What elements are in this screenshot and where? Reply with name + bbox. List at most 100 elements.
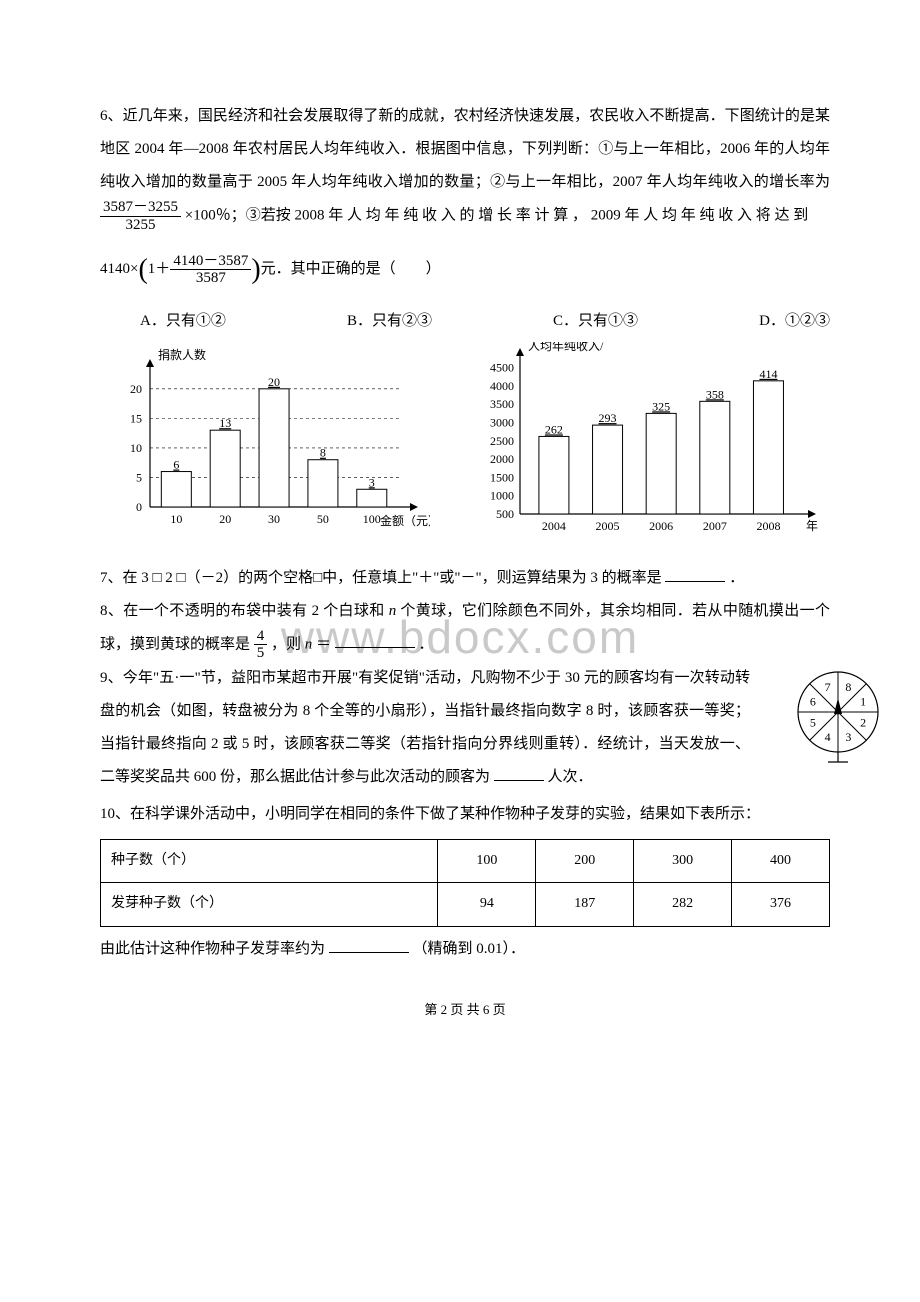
svg-text:13: 13 [219, 416, 231, 430]
q6-f2-inner-prefix: 1＋ [148, 261, 171, 277]
row2-label: 发芽种子数（个） [101, 883, 438, 927]
q10-after-a: 由此估计这种作物种子发芽率约为 [100, 941, 325, 957]
svg-text:3000: 3000 [490, 415, 514, 429]
q7-text-b: ． [729, 570, 744, 586]
q10-text: 10、在科学课外活动中，小明同学在相同的条件下做了某种作物种子发芽的实验，结果如… [100, 798, 830, 831]
q6-opt-b: B．只有②③ [347, 305, 432, 338]
q6-opt-a: A．只有①② [140, 305, 226, 338]
q6-opt-d: D．①②③ [759, 305, 830, 338]
svg-text:4: 4 [825, 730, 831, 744]
q6-frac2-den: 3587 [170, 270, 251, 287]
q8-n1: n [389, 603, 397, 619]
q6-opt-c: C．只有①③ [553, 305, 638, 338]
q10-after-b: （精确到 0.01）． [413, 941, 526, 957]
svg-text:人均年纯收入/: 人均年纯收入/ [528, 342, 604, 353]
svg-text:5: 5 [810, 715, 816, 729]
cell: 200 [536, 839, 634, 883]
svg-text:15: 15 [130, 411, 142, 425]
svg-text:500: 500 [496, 507, 514, 521]
q6-f2-prefix: 4140× [100, 261, 138, 277]
cell: 94 [438, 883, 536, 927]
svg-text:293: 293 [599, 411, 617, 425]
q6-part-a: 6、近几年来，国民经济和社会发展取得了新的成就，农村经济快速发展，农民收入不断提… [100, 108, 830, 190]
spinner-diagram: 81234567 [790, 662, 890, 772]
q9-block: 9、今年"五·一"节，益阳市某超市开展"有奖促销"活动，凡购物不少于 30 元的… [100, 662, 830, 794]
svg-text:8: 8 [845, 679, 851, 693]
svg-text:20: 20 [219, 512, 231, 526]
svg-text:50: 50 [317, 512, 329, 526]
q8-text-d: ＝ [316, 636, 331, 652]
q7: 7、在 3 □ 2 □（－2）的两个空格□中，任意填上"＋"或"－"，则运算结果… [100, 562, 830, 595]
charts-row: 捐款人数金额（元）05101520610132020308503100 人均年纯… [100, 342, 830, 532]
svg-text:2008: 2008 [756, 519, 780, 532]
q6-frac2-num: 4140－3587 [170, 253, 251, 271]
svg-text:20: 20 [130, 381, 142, 395]
q8-text-a: 8、在一个不透明的布袋中装有 2 个白球和 [100, 603, 385, 619]
svg-text:2: 2 [860, 715, 866, 729]
seed-table: 种子数（个） 100 200 300 400 发芽种子数（个） 94 187 2… [100, 839, 830, 928]
table-row: 发芽种子数（个） 94 187 282 376 [101, 883, 830, 927]
svg-text:6: 6 [810, 694, 816, 708]
svg-text:3500: 3500 [490, 397, 514, 411]
cell: 376 [732, 883, 830, 927]
svg-text:2004: 2004 [542, 519, 566, 532]
q9-text: 9、今年"五·一"节，益阳市某超市开展"有奖促销"活动，凡购物不少于 30 元的… [100, 662, 830, 794]
q10-blank [329, 937, 409, 953]
svg-text:10: 10 [170, 512, 182, 526]
svg-text:6: 6 [173, 457, 179, 471]
svg-text:30: 30 [268, 512, 280, 526]
donation-chart: 捐款人数金额（元）05101520610132020308503100 [100, 342, 430, 532]
svg-text:10: 10 [130, 441, 142, 455]
q8-n2: n [305, 636, 313, 652]
q9-text-b: 人次． [548, 769, 593, 785]
svg-text:1500: 1500 [490, 470, 514, 484]
svg-text:8: 8 [320, 445, 326, 459]
svg-text:3: 3 [845, 730, 851, 744]
q7-blank [665, 566, 725, 582]
svg-text:2000: 2000 [490, 452, 514, 466]
svg-text:325: 325 [652, 399, 670, 413]
svg-text:1000: 1000 [490, 488, 514, 502]
svg-text:358: 358 [706, 387, 724, 401]
q8-frac-den: 5 [254, 645, 268, 662]
q9-blank [494, 765, 544, 781]
q6-formula2: 4140×(1＋ 4140－3587 3587 )元．其中正确的是（ ） [100, 239, 830, 301]
svg-text:3: 3 [369, 475, 375, 489]
row1-label: 种子数（个） [101, 839, 438, 883]
svg-text:100: 100 [363, 512, 381, 526]
svg-text:2500: 2500 [490, 433, 514, 447]
q6-frac1-den: 3255 [100, 217, 181, 234]
svg-text:0: 0 [136, 500, 142, 514]
q7-text-a: 7、在 3 □ 2 □（－2）的两个空格□中，任意填上"＋"或"－"，则运算结果… [100, 570, 662, 586]
q10-after: 由此估计这种作物种子发芽率约为 （精确到 0.01）． [100, 933, 830, 966]
svg-text:262: 262 [545, 422, 563, 436]
svg-text:4000: 4000 [490, 379, 514, 393]
svg-text:5: 5 [136, 470, 142, 484]
table-row: 种子数（个） 100 200 300 400 [101, 839, 830, 883]
q6-text: 6、近几年来，国民经济和社会发展取得了新的成就，农村经济快速发展，农民收入不断提… [100, 100, 830, 233]
svg-text:2005: 2005 [596, 519, 620, 532]
q6-part-c: 元．其中正确的是（ ） [261, 261, 441, 277]
q9-text-a: 9、今年"五·一"节，益阳市某超市开展"有奖促销"活动，凡购物不少于 30 元的… [100, 670, 750, 785]
cell: 100 [438, 839, 536, 883]
svg-text:金额（元）: 金额（元） [380, 513, 430, 528]
q8: 8、在一个不透明的布袋中装有 2 个白球和 n 个黄球，它们除颜色不同外，其余均… [100, 595, 830, 662]
svg-text:年: 年 [806, 519, 818, 532]
svg-text:414: 414 [759, 366, 777, 380]
cell: 282 [634, 883, 732, 927]
cell: 300 [634, 839, 732, 883]
q6-frac1: 3587－3255 3255 [100, 199, 181, 233]
page: 6、近几年来，国民经济和社会发展取得了新的成就，农村经济快速发展，农民收入不断提… [0, 0, 920, 1065]
page-footer: 第 2 页 共 6 页 [100, 996, 830, 1025]
income-chart: 人均年纯收入/年 500 1000 1500 2000 2500 3000 3500 4000 4… [470, 342, 830, 532]
svg-text:4500: 4500 [490, 360, 514, 374]
svg-text:7: 7 [825, 679, 831, 693]
svg-text:捐款人数: 捐款人数 [158, 347, 206, 362]
cell: 187 [536, 883, 634, 927]
q8-text-e: ． [419, 636, 434, 652]
cell: 400 [732, 839, 830, 883]
q6-part-b: ×100％；③若按 2008 年 人 均 年 纯 收 入 的 增 长 率 计 算… [185, 207, 808, 223]
q8-text-c: ，则 [271, 636, 301, 652]
q8-blank [335, 632, 415, 648]
q6-options: A．只有①② B．只有②③ C．只有①③ D．①②③ [100, 305, 830, 338]
